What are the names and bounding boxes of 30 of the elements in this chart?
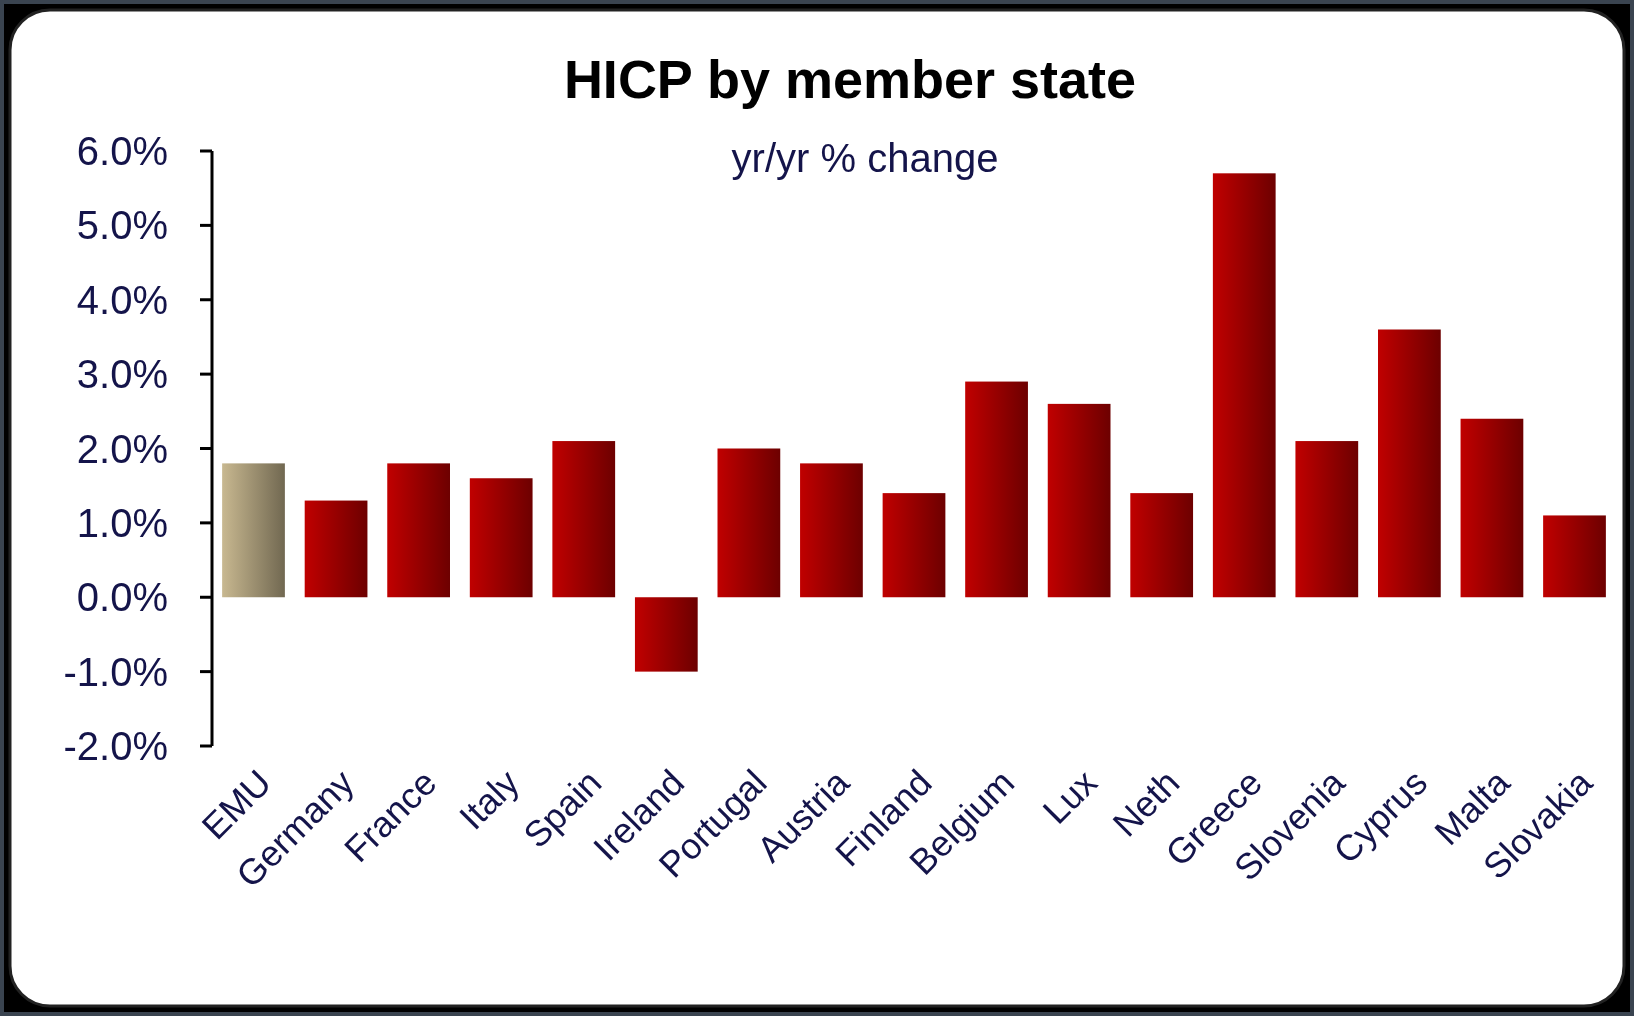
bar [1130, 493, 1194, 598]
y-tick-label: -2.0% [63, 724, 168, 768]
bar [965, 381, 1028, 598]
y-tick-label: 3.0% [76, 352, 168, 397]
y-tick-label: -1.0% [63, 649, 168, 694]
bar [717, 448, 781, 598]
bar [1047, 403, 1111, 598]
bar [469, 478, 533, 598]
y-tick-label: 5.0% [76, 203, 168, 248]
chart-subtitle: yr/yr % change [731, 136, 999, 180]
y-tick-label: 0.0% [76, 575, 168, 620]
bar [1460, 418, 1524, 598]
x-tick-label: Lux [1034, 761, 1105, 832]
bar [882, 493, 946, 598]
bar [1543, 515, 1606, 598]
bar [634, 597, 698, 672]
x-tick-label: Italy [451, 761, 527, 838]
bar [1378, 329, 1441, 598]
bar [387, 463, 450, 598]
bar [552, 441, 616, 598]
bar [304, 500, 368, 598]
bar [1212, 173, 1276, 598]
y-tick-label: 1.0% [76, 500, 168, 545]
bar [222, 463, 285, 598]
bar [800, 463, 863, 598]
y-tick-label: 6.0% [76, 129, 168, 173]
y-tick-label: 2.0% [76, 426, 168, 471]
chart-title: HICP by member state [563, 49, 1137, 109]
y-tick-label: 4.0% [76, 277, 168, 322]
bar [1295, 441, 1359, 598]
